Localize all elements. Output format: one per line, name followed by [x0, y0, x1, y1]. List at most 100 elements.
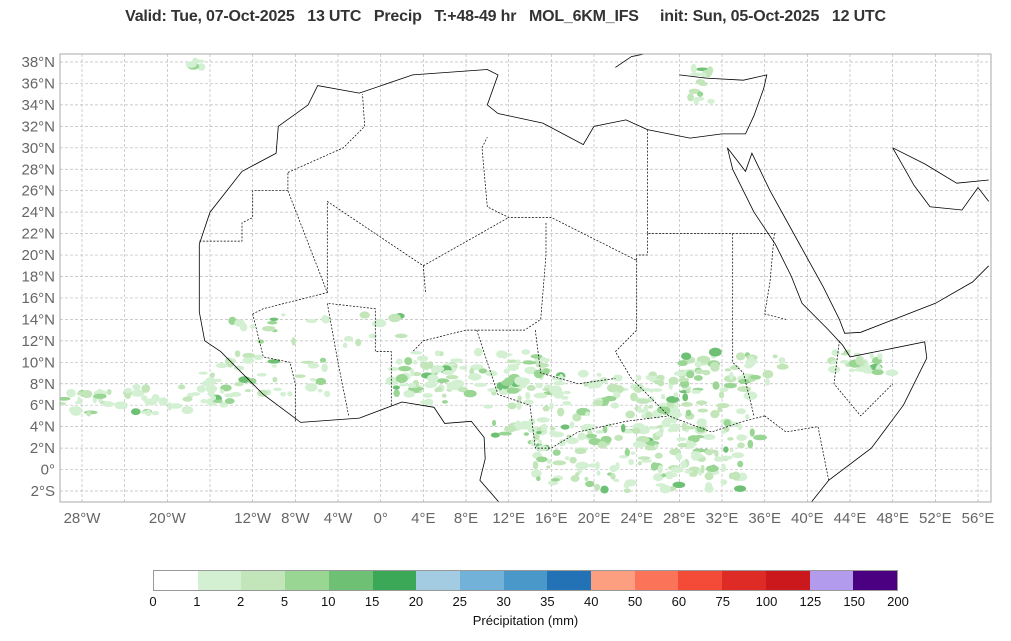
- precip-cell: [679, 379, 690, 388]
- precip-cell: [86, 411, 92, 417]
- precip-cell: [610, 402, 620, 409]
- precip-cell: [636, 398, 651, 404]
- precip-cell: [413, 359, 418, 365]
- precip-cell: [76, 391, 91, 396]
- precip-cell: [132, 383, 141, 391]
- colorbar-swatch: [853, 571, 897, 590]
- lon-label: 56°E: [962, 510, 995, 527]
- precip-cell: [600, 485, 609, 494]
- lon-label: 4°E: [411, 510, 435, 527]
- precip-cell: [547, 480, 559, 486]
- precip-cell: [640, 425, 649, 432]
- lon-label: 44°E: [834, 510, 867, 527]
- precip-cell: [60, 396, 71, 401]
- precip-cell: [729, 448, 734, 453]
- precip-cell: [564, 456, 570, 461]
- precip-cell: [737, 385, 752, 393]
- country-border: [287, 94, 366, 173]
- precip-cell: [506, 359, 518, 364]
- precip-cell: [393, 389, 400, 397]
- precip-cell: [585, 480, 595, 488]
- precip-cell: [597, 441, 608, 449]
- precip-cell: [530, 439, 536, 447]
- precip-cell: [705, 449, 713, 456]
- precip-cell: [622, 428, 633, 434]
- precip-cell: [93, 393, 107, 399]
- precip-cell: [205, 384, 218, 393]
- lat-label: 20°N: [21, 247, 55, 264]
- precip-cell: [294, 374, 306, 378]
- longitude-labels: 28°W 20°W 12°W 8°W 4°W 0° 4°E 8°E 12°E 16°E 20°E 24…: [64, 510, 995, 527]
- precip-cell: [291, 337, 296, 346]
- precip-cell: [710, 361, 720, 371]
- lon-label: 4°W: [324, 510, 353, 527]
- precip-cell: [840, 359, 849, 364]
- precip-cell: [60, 401, 67, 406]
- country-border: [412, 222, 547, 352]
- precip-cell: [612, 391, 621, 399]
- precip-cell: [745, 413, 750, 420]
- precip-cell: [321, 363, 328, 373]
- country-border: [647, 129, 776, 234]
- precip-cell: [549, 385, 563, 395]
- precip-cell: [250, 323, 255, 329]
- precip-cell: [712, 381, 720, 390]
- lat-label: 32°N: [21, 118, 55, 135]
- precip-cell: [698, 81, 708, 87]
- precip-cell: [507, 402, 517, 410]
- lat-label: 26°N: [21, 183, 55, 200]
- precip-cell: [859, 365, 872, 371]
- precip-cell: [704, 472, 714, 481]
- precip-cell: [388, 313, 401, 323]
- lat-label: 24°N: [21, 204, 55, 221]
- precip-cell: [556, 407, 565, 417]
- precip-cell: [762, 370, 774, 379]
- precip-cell: [669, 407, 675, 412]
- precip-cell: [632, 441, 646, 448]
- lat-label: 12°N: [21, 333, 55, 350]
- precip-cell: [540, 423, 548, 432]
- precip-cell: [441, 400, 448, 404]
- lat-label: 0°: [41, 462, 55, 479]
- precip-cell: [713, 456, 723, 462]
- colorbar-tick: 40: [584, 594, 599, 609]
- precip-cell: [385, 376, 398, 386]
- precip-cell: [530, 354, 543, 359]
- precip-cell: [450, 358, 464, 363]
- precip-cell: [648, 404, 653, 409]
- precip-cell: [543, 368, 550, 375]
- country-border: [252, 313, 296, 422]
- precip-cell: [532, 460, 539, 470]
- precip-cell: [686, 388, 691, 394]
- colorbar-tick: 75: [715, 594, 730, 609]
- precip-cell: [550, 431, 565, 438]
- precip-cell: [242, 352, 256, 359]
- precip-cell: [728, 371, 734, 381]
- lat-label: 4°N: [30, 419, 55, 436]
- lon-label: 20°E: [578, 510, 611, 527]
- precip-cell: [587, 463, 600, 468]
- precip-cell: [717, 406, 723, 413]
- precip-cell: [743, 391, 758, 400]
- precip-cell: [74, 400, 83, 405]
- lon-label: 36°E: [748, 510, 781, 527]
- precip-cell: [646, 426, 659, 430]
- precip-cell: [589, 379, 603, 389]
- colorbar-swatch: [547, 571, 592, 590]
- precip-cell: [244, 389, 252, 393]
- precip-cell: [219, 389, 225, 394]
- precip-cell: [131, 408, 141, 416]
- precip-cell: [490, 432, 500, 438]
- precip-cell: [720, 430, 727, 434]
- precip-cell: [734, 485, 747, 492]
- precip-cell: [230, 392, 242, 397]
- precip-cell: [855, 356, 864, 366]
- precip-cell: [569, 456, 577, 464]
- precip-cell: [705, 482, 713, 490]
- precip-cell: [594, 483, 601, 491]
- precip-cell: [631, 427, 641, 435]
- colorbar-swatch: [591, 571, 635, 590]
- coastline: [727, 147, 928, 502]
- colorbar-swatch: [241, 571, 286, 590]
- precip-cell: [359, 311, 370, 319]
